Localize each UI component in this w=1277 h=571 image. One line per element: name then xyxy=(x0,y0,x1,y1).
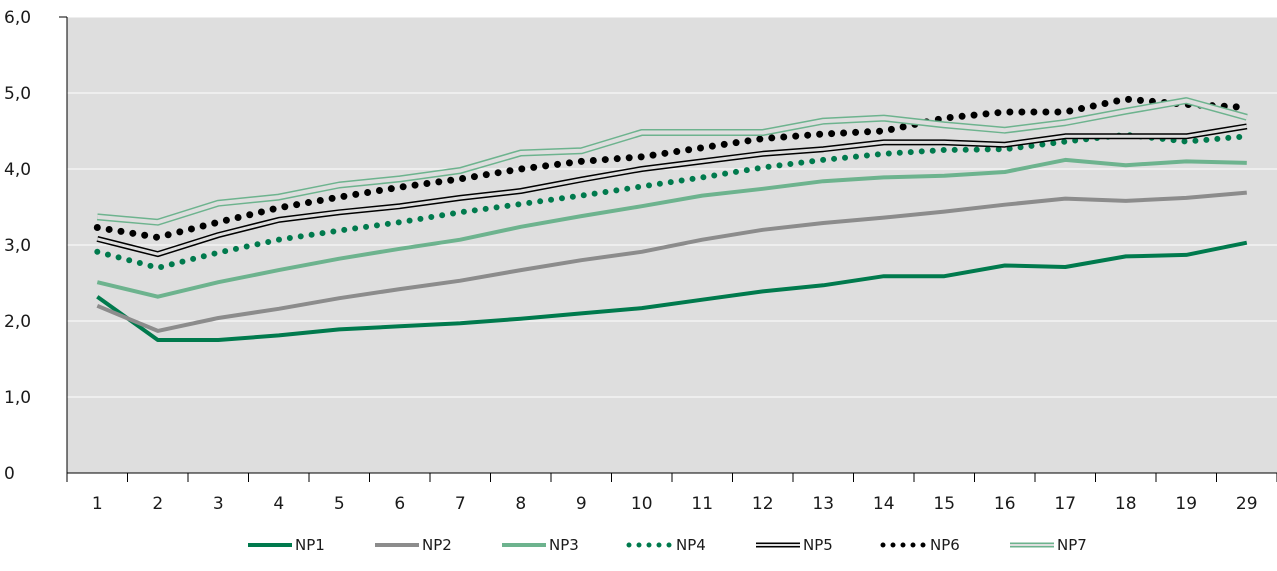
series-line-np7-inner xyxy=(97,98,1248,225)
legend-label: NP3 xyxy=(549,536,579,554)
x-tick-label: 16 xyxy=(994,494,1016,514)
legend-item-np4: NP4 xyxy=(626,536,706,554)
y-tick-label: 6,0 xyxy=(4,8,31,28)
x-tick-label: 13 xyxy=(812,494,834,514)
legend-item-np3: NP3 xyxy=(502,536,579,554)
series-np3 xyxy=(96,157,1247,299)
x-tick-label: 19 xyxy=(1175,494,1197,514)
series-np6 xyxy=(93,95,1251,241)
x-tick-label: 7 xyxy=(455,494,466,514)
x-tick-label: 4 xyxy=(273,494,284,514)
series-line-np6 xyxy=(93,95,1251,241)
legend-item-np5: NP5 xyxy=(756,536,833,554)
x-tick-label: 1 xyxy=(92,494,103,514)
legend-label: NP2 xyxy=(422,536,452,554)
legend-label: NP5 xyxy=(803,536,833,554)
series-layer xyxy=(93,95,1251,342)
x-tick-label: 8 xyxy=(515,494,526,514)
legend-item-np6: NP6 xyxy=(880,536,960,554)
y-tick-label: 2,0 xyxy=(4,312,31,332)
y-tick-label: 3,0 xyxy=(4,236,31,256)
series-np4 xyxy=(94,131,1250,271)
x-tick-label: 29 xyxy=(1236,494,1258,514)
series-np7 xyxy=(96,97,1248,226)
legend-label: NP6 xyxy=(930,536,960,554)
series-line-np5-inner xyxy=(96,124,1248,256)
series-line-np2 xyxy=(96,190,1247,333)
x-tick-label: 6 xyxy=(394,494,405,514)
x-tick-label: 5 xyxy=(334,494,345,514)
x-tick-label: 11 xyxy=(691,494,713,514)
x-tick-label: 14 xyxy=(873,494,895,514)
legend-label: NP1 xyxy=(295,536,325,554)
series-np5 xyxy=(96,123,1248,258)
series-line-np3 xyxy=(96,157,1247,299)
y-tick-label: 4,0 xyxy=(4,160,31,180)
series-line-np1 xyxy=(96,240,1248,342)
y-tick-label: 1,0 xyxy=(4,388,31,408)
y-tick-label: 5,0 xyxy=(4,84,31,104)
legend-item-np1: NP1 xyxy=(248,536,325,554)
series-line-np4 xyxy=(94,131,1250,271)
x-tick-label: 15 xyxy=(933,494,955,514)
legend: NP1 NP2 NP3 NP4 NP5 NP6 NP7 xyxy=(248,536,1087,554)
x-tick-label: 17 xyxy=(1054,494,1076,514)
x-tick-label: 10 xyxy=(631,494,653,514)
x-tick-label: 18 xyxy=(1115,494,1137,514)
x-tick-label: 12 xyxy=(752,494,774,514)
legend-label: NP4 xyxy=(676,536,706,554)
series-np2 xyxy=(96,190,1247,333)
legend-item-np2: NP2 xyxy=(375,536,452,554)
y-tick-label: 0 xyxy=(4,464,15,484)
legend-item-np7: NP7 xyxy=(1010,536,1087,554)
axes: 01,02,03,04,05,06,01 2 3 4 5 6 7 8 9 10 11 12 13 14 15… xyxy=(4,8,1277,514)
series-np1 xyxy=(96,240,1248,342)
x-tick-label: 3 xyxy=(213,494,224,514)
x-tick-label: 9 xyxy=(576,494,587,514)
x-tick-label: 2 xyxy=(152,494,163,514)
legend-label: NP7 xyxy=(1057,536,1087,554)
